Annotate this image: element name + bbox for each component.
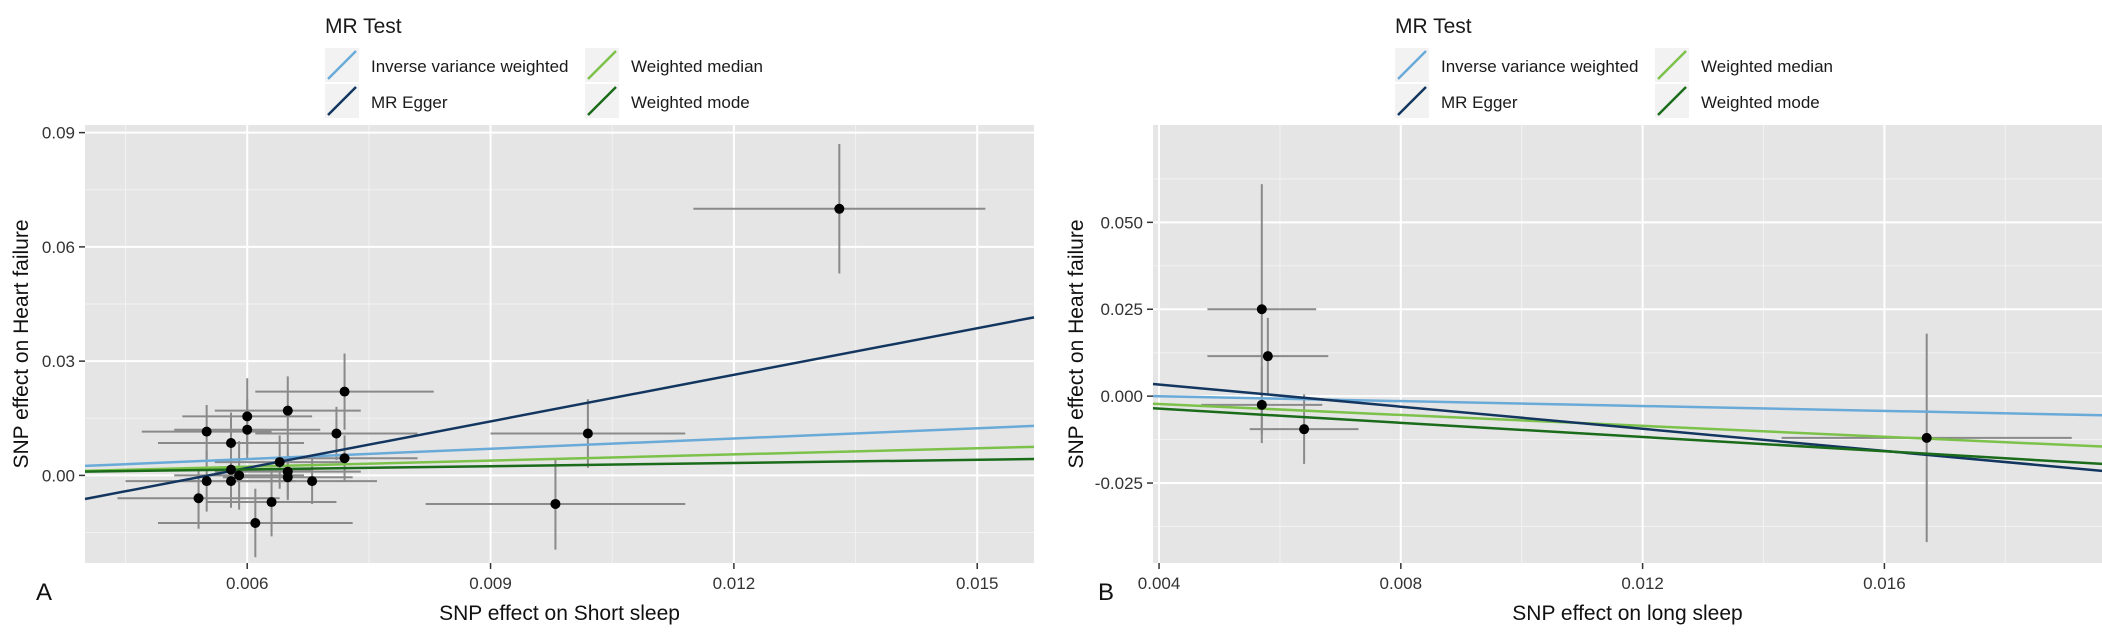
legend: MR Test Inverse variance weighted Weighted… [1395, 15, 1833, 118]
line-weighted-mode [1152, 407, 2102, 466]
data-point [834, 203, 845, 214]
data-point [274, 457, 285, 468]
y-axis-title: SNP effect on Heart failure [10, 219, 33, 468]
y-axis-title: SNP effect on Heart failure [1065, 219, 1088, 468]
legend-title: MR Test [325, 15, 402, 38]
legend-item: MR Egger [325, 84, 448, 118]
line-mr-egger [1152, 382, 2102, 473]
data-point [331, 428, 342, 439]
plot-background [85, 125, 1034, 563]
panel-label: B [1098, 579, 1114, 606]
data-point [550, 498, 561, 509]
data-point [226, 476, 236, 487]
data-point [307, 476, 318, 487]
gridlines [85, 125, 1034, 563]
x-tick-label: 0.008 [1380, 574, 1423, 593]
legend-key-line [1397, 50, 1427, 80]
x-tick-label: 0.006 [226, 574, 269, 593]
legend-title: MR Test [1395, 15, 1472, 38]
data-point [193, 493, 204, 504]
y-tick-label: 0.06 [42, 238, 75, 257]
data-point [242, 424, 253, 435]
legend-item: Weighted median [1655, 48, 1833, 82]
data-point [226, 464, 236, 475]
x-tick-label: 0.004 [1138, 574, 1181, 593]
plot-background [1153, 125, 2102, 563]
axes: 0.006 0.009 0.012 0.015 0.00 0.03 0.06 0.09 [42, 124, 999, 593]
panel-label: A [36, 579, 52, 606]
data-point [339, 386, 350, 397]
y-tick-label: 0.050 [1100, 213, 1143, 232]
legend-key-line [1397, 86, 1427, 116]
legend-item: MR Egger [1395, 84, 1518, 118]
data-point [339, 453, 350, 464]
legend-label: Weighted median [1701, 57, 1833, 76]
legend: MR Test Inverse variance weighted Weighted… [325, 15, 763, 118]
line-weighted-mode [84, 457, 1035, 473]
data-point [226, 438, 236, 449]
legend-label: Weighted mode [1701, 93, 1820, 112]
line-weighted-median [1152, 402, 2102, 448]
data-point [250, 518, 261, 529]
regression-lines [1152, 382, 2102, 473]
legend-label: Inverse variance weighted [371, 57, 569, 76]
legend-key-line [1657, 86, 1687, 116]
x-axis-title: SNP effect on Short sleep [439, 602, 680, 625]
data-point [201, 476, 212, 487]
data-point [234, 470, 245, 481]
line-weighted-median [84, 445, 1035, 473]
data-point [582, 428, 593, 439]
x-tick-label: 0.012 [1621, 574, 1664, 593]
y-tick-label: 0.025 [1100, 300, 1143, 319]
legend-key-line [327, 86, 357, 116]
legend-key-line [587, 86, 617, 116]
legend-item: Weighted median [585, 48, 763, 82]
data-point [266, 497, 277, 508]
data-point [1256, 304, 1267, 315]
data-point [201, 426, 212, 437]
data-point [282, 405, 293, 416]
legend-item: Inverse variance weighted [1395, 48, 1639, 82]
legend-key-line [1657, 50, 1687, 80]
legend-key-line [327, 50, 357, 80]
legend-label: MR Egger [1441, 93, 1518, 112]
x-tick-label: 0.012 [713, 574, 756, 593]
legend-item: Weighted mode [1655, 84, 1820, 118]
x-tick-label: 0.016 [1863, 574, 1906, 593]
legend-key-line [587, 50, 617, 80]
data-point [1262, 351, 1273, 362]
legend-label: Weighted mode [631, 93, 750, 112]
y-tick-label: 0.00 [42, 466, 75, 485]
legend-label: Weighted median [631, 57, 763, 76]
legend-item: Inverse variance weighted [325, 48, 569, 82]
legend-label: Inverse variance weighted [1441, 57, 1639, 76]
x-tick-label: 0.009 [469, 574, 512, 593]
data-point [282, 472, 293, 483]
data-points [1256, 304, 1932, 443]
gridlines [1153, 125, 2102, 563]
regression-lines [84, 316, 1035, 501]
chart-panel-A: 0.006 0.009 0.012 0.015 0.00 0.03 0.06 0.09 SNP … [10, 15, 1035, 625]
y-tick-label: 0.000 [1100, 387, 1143, 406]
legend-label: MR Egger [371, 93, 448, 112]
data-point [1921, 432, 1932, 443]
x-tick-label: 0.015 [956, 574, 999, 593]
data-point [242, 411, 253, 422]
chart-panel-B: 0.004 0.008 0.012 0.016 -0.025 0.000 0.025 0.05… [1065, 15, 2102, 625]
line-inverse-variance-weighted [84, 424, 1035, 468]
y-tick-label: 0.09 [42, 124, 75, 143]
data-point [1256, 399, 1267, 410]
axes: 0.004 0.008 0.012 0.016 -0.025 0.000 0.025 0.05… [1095, 213, 1906, 593]
x-axis-title: SNP effect on long sleep [1512, 602, 1742, 625]
data-point [1299, 424, 1310, 435]
legend-item: Weighted mode [585, 84, 750, 118]
data-points [193, 203, 845, 529]
y-tick-label: -0.025 [1095, 474, 1143, 493]
y-tick-label: 0.03 [42, 352, 75, 371]
